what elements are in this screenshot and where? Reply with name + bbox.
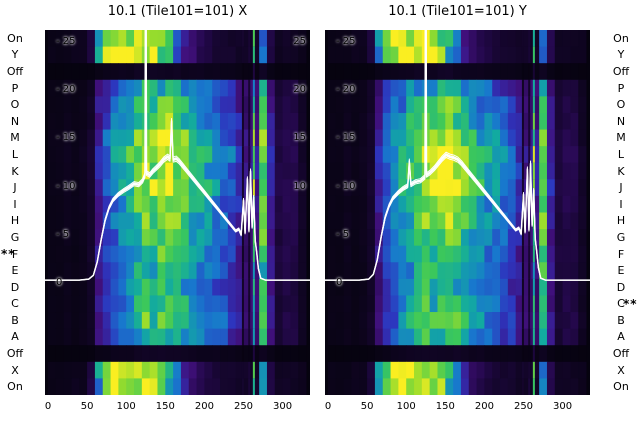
row-label: B (617, 313, 625, 327)
row-label: C (617, 297, 625, 311)
row-label: X (617, 363, 625, 377)
x-tick-label: 250 (513, 401, 534, 412)
x-tick-label: 100 (396, 401, 416, 412)
row-label: Off (6, 347, 24, 361)
row-label: M (10, 131, 20, 145)
left-star-marker: ** (1, 247, 16, 261)
row-label: N (616, 114, 626, 128)
row-label: F (617, 247, 625, 261)
x-tick-label: 250 (233, 401, 254, 412)
plot-y-heatmap-canvas (325, 30, 590, 395)
row-label: O (616, 98, 626, 112)
x-tick-label: 100 (116, 401, 136, 412)
row-label: A (11, 330, 19, 344)
row-label: K (617, 164, 625, 178)
row-label: Off (612, 64, 630, 78)
plot-y-title: 10.1 (Tile101=101) Y (388, 4, 527, 19)
row-label: O (10, 98, 20, 112)
x-tick-label: 200 (194, 401, 214, 412)
row-label: X (11, 363, 19, 377)
row-label: C (11, 297, 19, 311)
x-tick-label: 50 (80, 401, 94, 412)
row-label: I (13, 197, 17, 211)
row-label: L (617, 147, 625, 161)
row-label: J (13, 181, 17, 195)
row-label: G (616, 230, 626, 244)
x-tick-label: 150 (155, 401, 175, 412)
row-label: E (617, 264, 625, 278)
row-label: N (10, 114, 20, 128)
x-tick-label: 200 (474, 401, 494, 412)
row-label: J (619, 181, 623, 195)
plot-x-heatmap-canvas (45, 30, 310, 395)
right-star-marker: ** (623, 297, 638, 311)
plot-y: 10.1 (Tile101=101) Y 0 50 100 150 200 250 300-… (325, 0, 590, 430)
row-label: M (616, 131, 626, 145)
plot-x-title: 10.1 (Tile101=101) X (107, 4, 248, 19)
row-label: K (11, 164, 19, 178)
row-labels-left: On Y Off P O N M L K J I H G F E D C B A Off X On (0, 30, 30, 395)
x-tick-label: 300 (553, 401, 573, 412)
x-tick-label: 0 (44, 401, 52, 412)
row-label: D (10, 280, 20, 294)
plot-x: 10.1 (Tile101=101) X 0 50 100 150 200 250 300-… (45, 0, 310, 430)
row-label: D (616, 280, 626, 294)
row-label: H (10, 214, 20, 228)
row-label: I (619, 197, 623, 211)
row-label: Off (612, 347, 630, 361)
x-tick-label: 50 (360, 401, 374, 412)
row-label: A (617, 330, 625, 344)
row-label: B (11, 313, 19, 327)
row-labels-right: On Y Off P O N M L K J I H G F E D C B A Off X On (606, 30, 636, 395)
row-label: Y (11, 48, 19, 62)
row-label: On (613, 380, 629, 394)
row-label: P (617, 81, 625, 95)
row-label: On (613, 31, 629, 45)
row-label: On (7, 380, 23, 394)
x-tick-label: 150 (435, 401, 455, 412)
row-label: L (11, 147, 19, 161)
x-tick-label: 300 (273, 401, 293, 412)
row-label: F (11, 247, 19, 261)
row-label: H (616, 214, 626, 228)
row-label: Y (617, 48, 625, 62)
row-label: P (11, 81, 19, 95)
row-label: On (7, 31, 23, 45)
row-label: Off (6, 64, 24, 78)
x-tick-label: 0 (324, 401, 332, 412)
row-label: E (11, 264, 19, 278)
row-label: G (10, 230, 20, 244)
